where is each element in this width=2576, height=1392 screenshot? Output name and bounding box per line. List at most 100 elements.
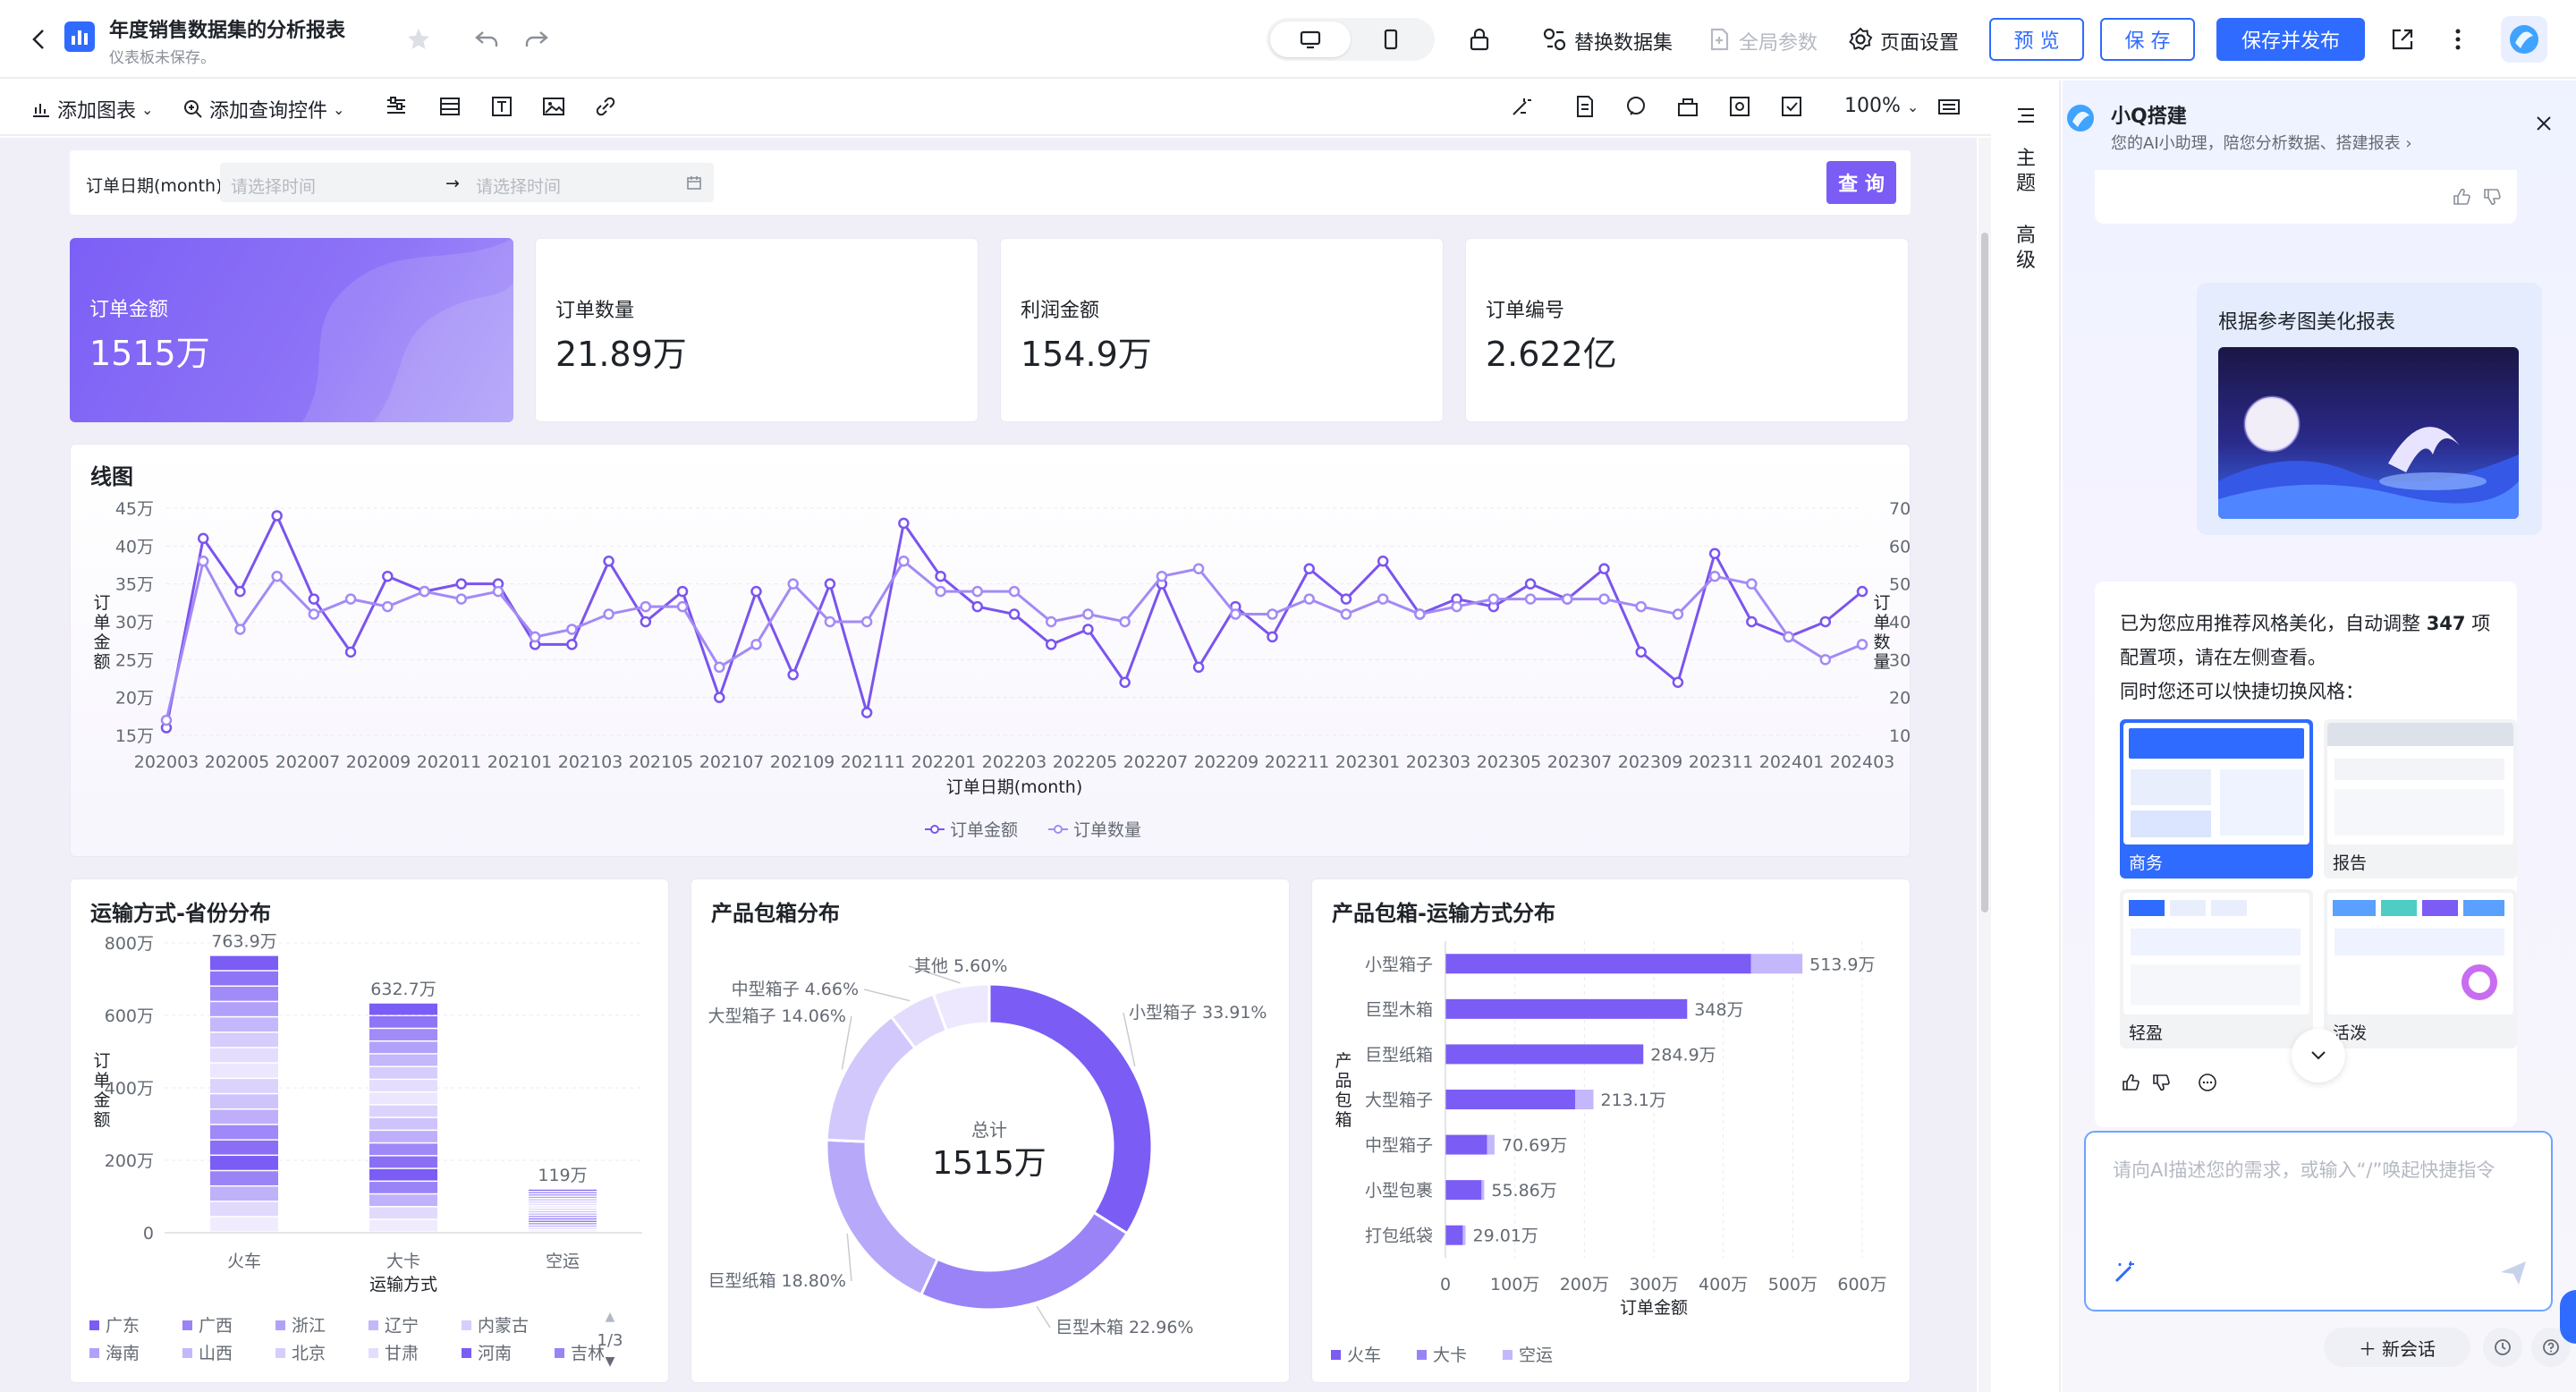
replace-dataset-button[interactable]: 替换数据集 — [1574, 32, 1674, 55]
legend-swatch — [89, 1348, 99, 1358]
undo-icon[interactable] — [472, 25, 501, 54]
data-point — [492, 585, 504, 598]
end-date-placeholder[interactable]: 请选择时间 — [476, 177, 562, 197]
magic-wand-icon[interactable] — [2111, 1258, 2140, 1286]
close-icon[interactable] — [2533, 113, 2555, 134]
filter-component-icon[interactable] — [383, 93, 410, 120]
x-axis-title: 订单金额 — [1620, 1298, 1688, 1318]
legend-swatch — [182, 1320, 192, 1330]
thumbs-up-icon[interactable] — [2451, 186, 2472, 208]
add-query-control-menu[interactable]: 添加查询控件 ⌄ — [182, 95, 344, 123]
text-component-icon[interactable] — [488, 93, 515, 120]
save-button[interactable]: 保 存 — [2100, 18, 2195, 61]
assistant-description[interactable]: 您的AI小助理，陪您分析数据、搭建报表 › — [2111, 131, 2412, 154]
document-icon[interactable] — [1571, 93, 1597, 120]
bar-segment — [210, 1094, 278, 1108]
stacked-bar-card[interactable]: 运输方式-省份分布 — [70, 878, 669, 1383]
kpi-card-order-id[interactable]: 订单编号 2.622亿 — [1465, 238, 1909, 422]
page-settings-button[interactable]: 页面设置 — [1880, 32, 1960, 55]
style-name: 活泼 — [2333, 1023, 2368, 1043]
calendar-icon[interactable] — [685, 174, 703, 191]
hbar-chart-card[interactable]: 产品包箱-运输方式分布 — [1311, 878, 1911, 1383]
legend-page-up-icon[interactable]: ▲ — [606, 1310, 615, 1324]
redo-icon[interactable] — [522, 25, 551, 54]
kpi-card-profit-amount[interactable]: 利润金额 154.9万 — [1000, 238, 1444, 422]
kpi-value: 2.622亿 — [1486, 335, 1617, 374]
keyboard-icon[interactable] — [1936, 93, 1962, 120]
style-thumb-business[interactable]: 商务 — [2120, 719, 2313, 878]
canvas-scroll-thumb[interactable] — [1981, 233, 1988, 912]
thumbs-up-icon[interactable] — [2120, 1072, 2141, 1093]
bar-segment — [1445, 998, 1688, 1019]
style-thumb-report[interactable]: 报告 — [2324, 719, 2517, 878]
thumbs-down-icon[interactable] — [2481, 186, 2503, 208]
tab-advanced[interactable]: 高级 — [2015, 225, 2036, 272]
data-point — [1267, 608, 1278, 620]
legend-page-down-icon[interactable]: ▼ — [606, 1354, 615, 1369]
bar-value-label: 513.9万 — [1809, 955, 1875, 974]
floating-help-tab[interactable] — [2560, 1290, 2576, 1344]
lock-icon[interactable] — [1465, 25, 1494, 54]
line-chart-card[interactable]: 线图 — [70, 444, 1911, 857]
kpi-card-order-quantity[interactable]: 订单数量 21.89万 — [535, 238, 979, 422]
comment-icon[interactable] — [1623, 93, 1649, 120]
data-point — [529, 631, 541, 643]
x-tick-label: 202305 — [1477, 752, 1542, 772]
component-library-icon[interactable] — [1674, 93, 1701, 120]
image-component-icon[interactable] — [540, 93, 567, 120]
query-button[interactable]: 查 询 — [1826, 161, 1896, 204]
x-tick-label: 202007 — [275, 752, 341, 772]
reference-image[interactable] — [2218, 347, 2519, 519]
gear-icon — [1849, 27, 1873, 51]
donut-center-label: 总计 — [971, 1119, 1007, 1141]
style-thumb-lively[interactable]: 活泼 — [2324, 889, 2517, 1048]
y-tick-label: 600万 — [105, 1006, 154, 1026]
ai-assistant-avatar[interactable] — [2501, 16, 2547, 63]
external-link-icon[interactable] — [2388, 25, 2417, 54]
filter-label: 订单日期(month) — [86, 176, 223, 196]
checklist-icon[interactable] — [1778, 93, 1805, 120]
star-icon[interactable] — [404, 25, 433, 54]
bar-segment — [369, 1156, 437, 1168]
chat-input-placeholder[interactable]: 请向AI描述您的需求，或输入“/”唤起快捷指令 — [2113, 1159, 2496, 1181]
desktop-view-toggle[interactable] — [1270, 21, 1351, 57]
save-publish-button[interactable]: 保存并发布 — [2216, 18, 2365, 61]
x-tick-label: 202101 — [487, 752, 553, 772]
back-arrow-icon[interactable] — [25, 25, 54, 54]
table-component-icon[interactable] — [436, 93, 463, 120]
kpi-card-order-amount[interactable]: 订单金额 1515万 — [70, 238, 513, 422]
add-chart-menu[interactable]: 添加图表 ⌄ — [30, 95, 153, 123]
more-vertical-icon[interactable] — [2444, 25, 2472, 54]
x-tick-label: 400万 — [1699, 1275, 1748, 1294]
editor-toolbar: 添加图表 ⌄ 添加查询控件 ⌄ — [0, 81, 1991, 136]
style-thumb-light[interactable]: 轻盈 — [2120, 889, 2313, 1048]
report-title[interactable]: 年度销售数据集的分析报表 — [109, 20, 346, 42]
tab-theme[interactable]: 主题 — [2015, 148, 2036, 195]
zoom-level-select[interactable]: 100% ⌄ — [1844, 95, 1919, 117]
start-date-placeholder[interactable]: 请选择时间 — [231, 177, 317, 197]
preview-button[interactable]: 预 览 — [1989, 18, 2084, 61]
bar-segment — [1462, 1225, 1466, 1245]
scroll-down-button[interactable] — [2292, 1029, 2345, 1082]
history-button[interactable] — [2483, 1328, 2522, 1367]
mobile-view-toggle[interactable] — [1351, 21, 1431, 57]
chat-input-box[interactable]: 请向AI描述您的需求，或输入“/”唤起快捷指令 — [2084, 1131, 2553, 1311]
slice-leader-line — [908, 965, 961, 984]
y-axis-title-char: 额 — [93, 652, 110, 672]
new-chat-button[interactable]: ＋新会话 — [2324, 1328, 2470, 1367]
thumbs-down-icon[interactable] — [2150, 1072, 2172, 1093]
menu-icon[interactable] — [2012, 102, 2039, 129]
reply-line-1-suffix: 项 — [2471, 613, 2491, 634]
save-status: 仪表板未保存。 — [109, 49, 216, 67]
ai-magic-icon[interactable] — [1508, 93, 1535, 120]
link-icon[interactable] — [592, 93, 619, 120]
pie-slice — [919, 1210, 1130, 1311]
global-params-button[interactable]: 全局参数 — [1739, 32, 1818, 55]
bar-segment — [529, 1189, 597, 1191]
hide-preview-icon[interactable] — [1726, 93, 1753, 120]
more-horizontal-icon[interactable] — [2197, 1072, 2218, 1093]
data-point — [860, 707, 873, 718]
send-icon[interactable] — [2497, 1256, 2529, 1288]
date-range-input[interactable] — [220, 163, 714, 202]
legend-label: 海南 — [106, 1344, 140, 1363]
